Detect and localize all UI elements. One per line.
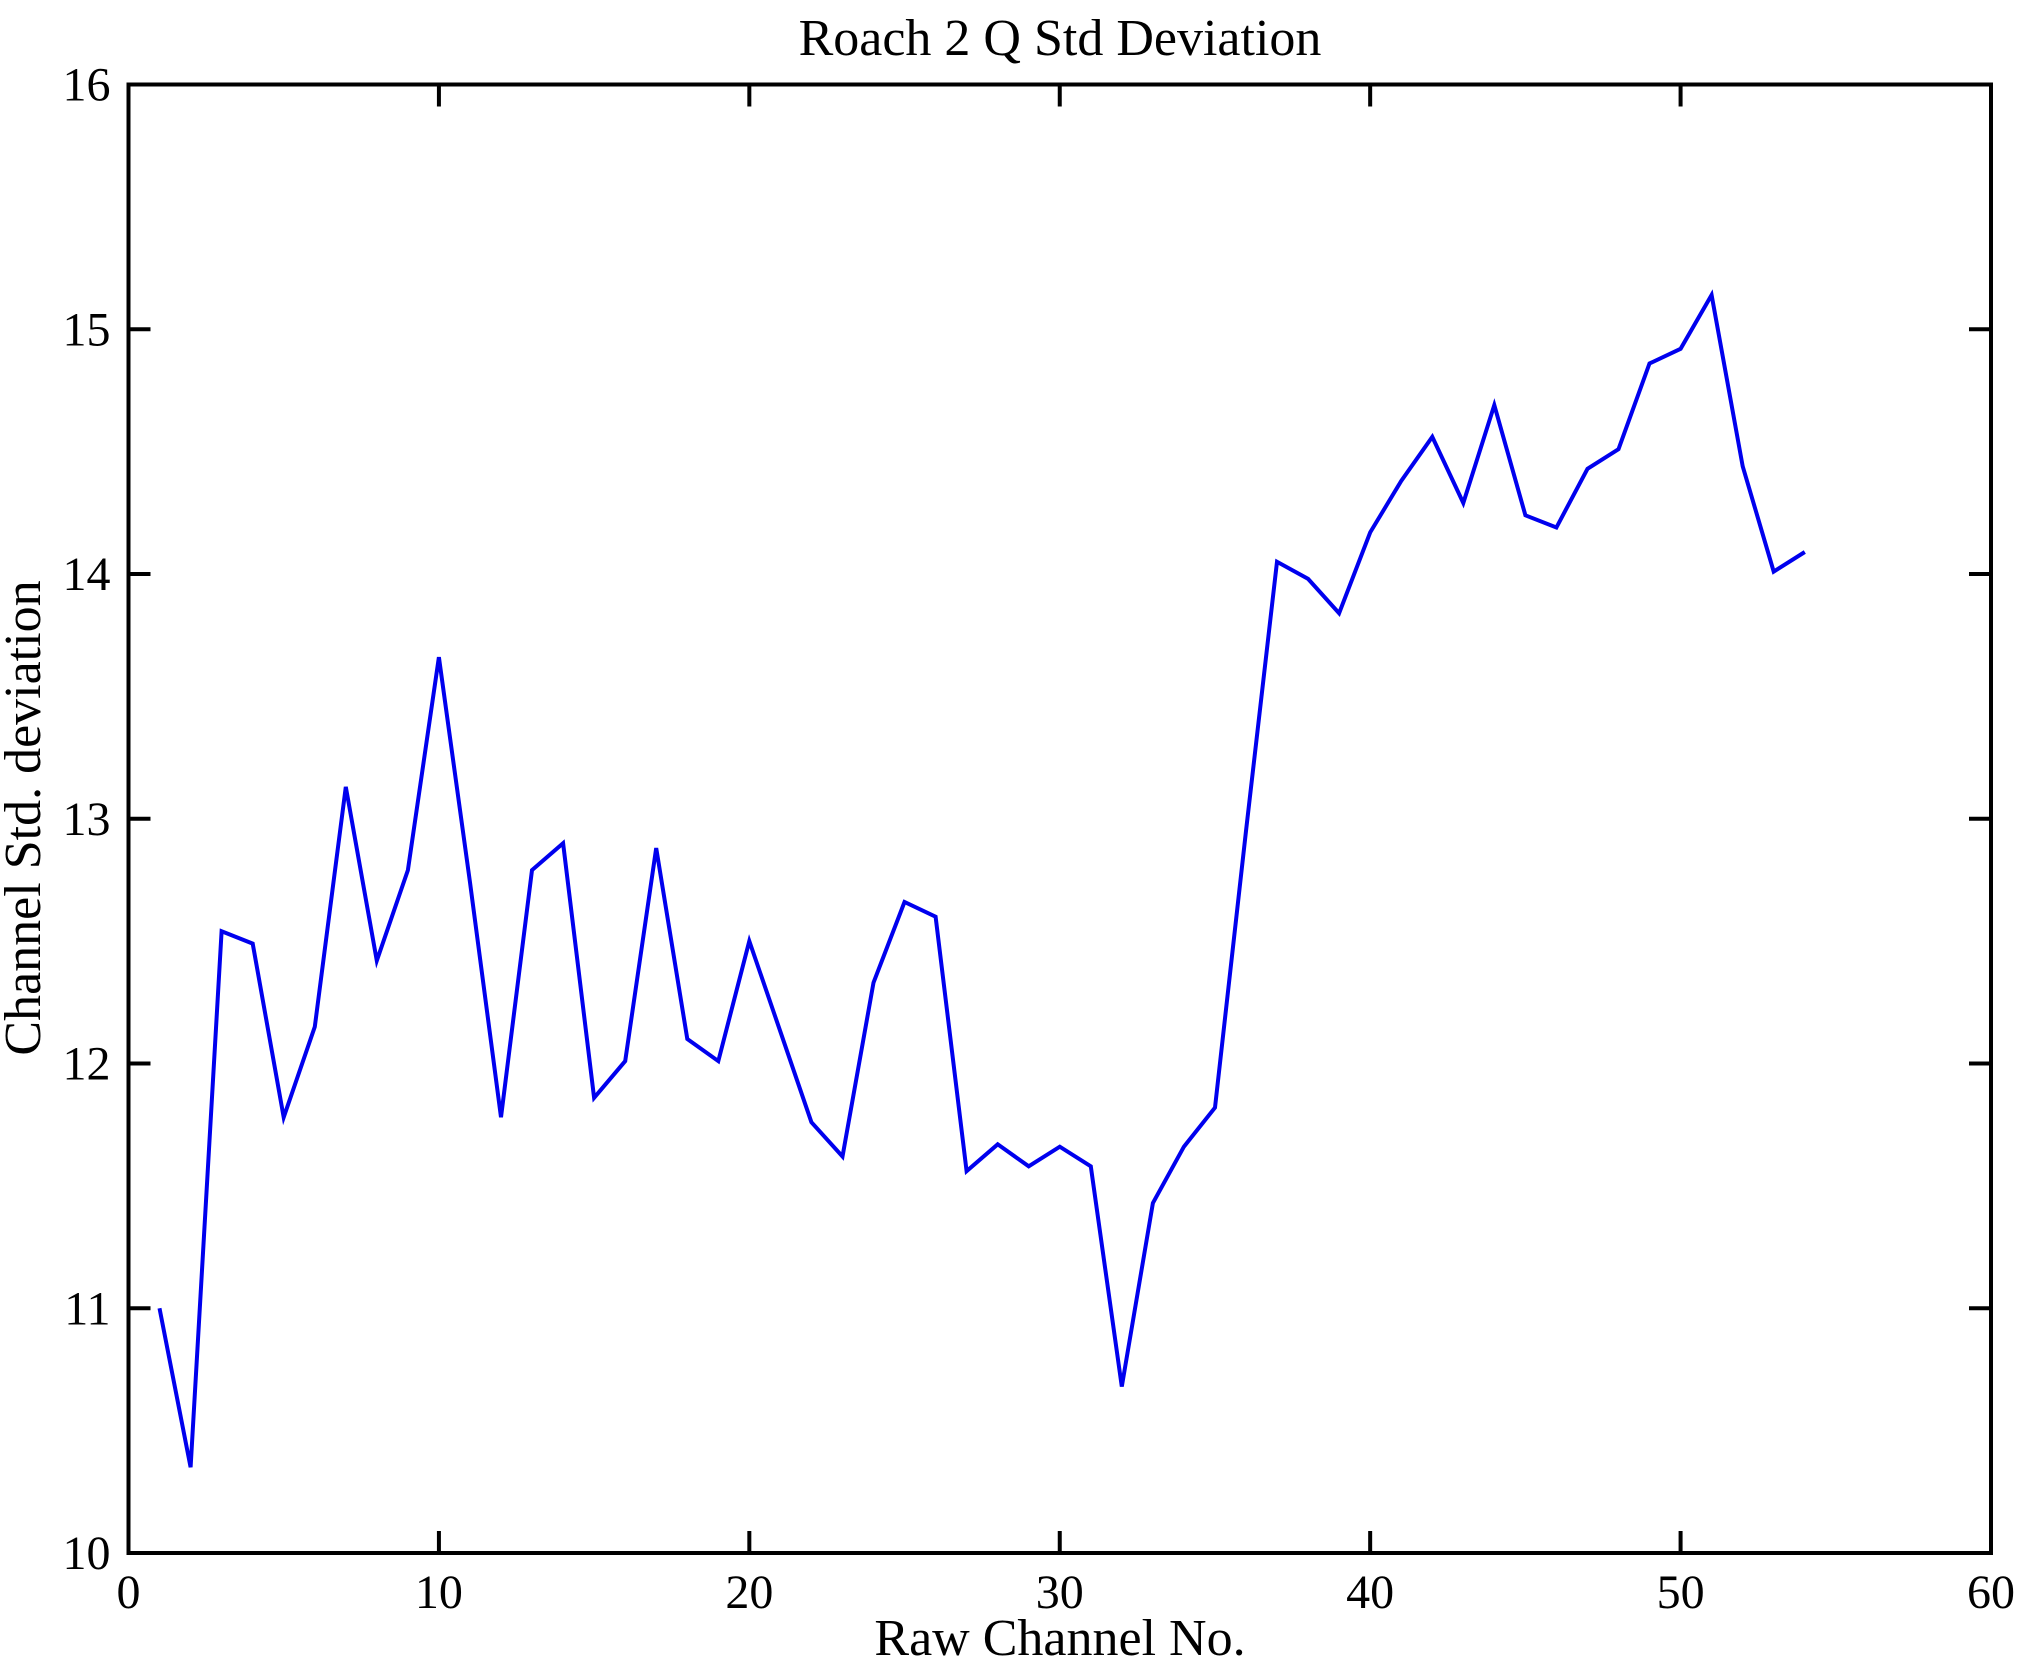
y-tick-label: 14 [63, 548, 111, 601]
data-line-channel-std-deviation [157, 289, 1806, 1468]
y-tick-label: 11 [64, 1282, 110, 1335]
x-tick-label: 10 [415, 1566, 463, 1619]
y-tick-label: 16 [63, 59, 111, 112]
y-tick-label: 10 [63, 1527, 111, 1580]
y-tick-label: 12 [63, 1038, 111, 1091]
x-tick-label: 0 [117, 1566, 141, 1619]
x-tick-label: 60 [1967, 1566, 2015, 1619]
y-axis-label: Channel Std. deviation [0, 580, 52, 1055]
x-axis-label: Raw Channel No. [874, 1610, 1245, 1667]
x-tick-label: 40 [1346, 1566, 1394, 1619]
x-tick-label: 50 [1657, 1566, 1705, 1619]
y-tick-label: 13 [63, 793, 111, 846]
series-layer [157, 289, 1806, 1468]
x-tick-label: 20 [725, 1566, 773, 1619]
y-tick-label: 15 [63, 303, 111, 356]
x-tick-label: 30 [1036, 1566, 1084, 1619]
chart-title: Roach 2 Q Std Deviation [799, 10, 1322, 67]
